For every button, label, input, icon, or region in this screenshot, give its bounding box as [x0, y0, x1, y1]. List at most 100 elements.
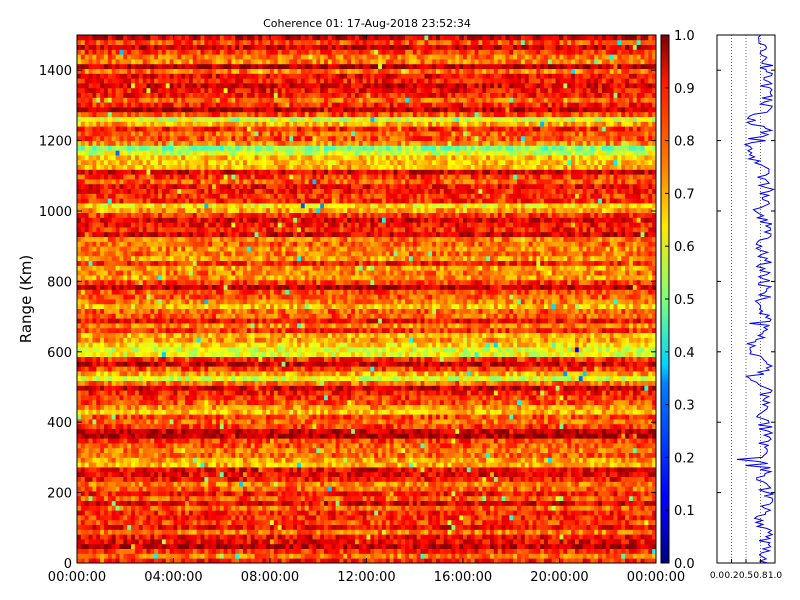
heatmap-cell — [161, 414, 167, 420]
heatmap-cell — [590, 481, 595, 487]
heatmap-cell — [366, 500, 371, 506]
heatmap-cell — [540, 467, 545, 473]
heatmap-cell — [447, 548, 452, 554]
heatmap-cell — [200, 500, 205, 506]
heatmap-cell — [150, 428, 155, 434]
heatmap-cell — [177, 399, 182, 405]
heatmap-cell — [277, 423, 282, 429]
heatmap-cell — [490, 457, 495, 463]
heatmap-cell — [648, 500, 653, 506]
heatmap-cell — [208, 462, 213, 468]
heatmap-cell — [185, 486, 190, 492]
heatmap-cell — [192, 500, 198, 506]
heatmap-cell — [598, 505, 603, 511]
heatmap-cell — [111, 486, 116, 492]
heatmap-cell — [239, 419, 244, 425]
heatmap-cell — [397, 500, 402, 506]
heatmap-cell — [628, 433, 634, 439]
heatmap-cell — [316, 495, 321, 501]
heatmap-cell — [158, 524, 163, 530]
heatmap-cell — [567, 423, 572, 429]
heatmap-cell — [432, 419, 437, 425]
heatmap-cell — [146, 519, 151, 525]
heatmap-cell — [586, 404, 591, 410]
heatmap-cell — [601, 481, 607, 487]
heatmap-cell — [242, 515, 248, 521]
heatmap-cell — [270, 534, 275, 540]
heatmap-cell — [196, 539, 201, 545]
heatmap-cell — [528, 495, 533, 501]
heatmap-cell — [250, 505, 255, 511]
heatmap-cell — [119, 433, 124, 439]
heatmap-cell — [158, 515, 163, 521]
heatmap-cell — [285, 462, 290, 468]
heatmap-cell — [466, 510, 472, 516]
heatmap-cell — [293, 414, 298, 420]
heatmap-cell — [648, 419, 653, 425]
heatmap-cell — [154, 529, 159, 535]
heatmap-cell — [532, 529, 537, 535]
heatmap-cell — [250, 491, 255, 497]
heatmap-cell — [374, 423, 379, 429]
heatmap-cell — [339, 539, 344, 545]
heatmap-cell — [412, 519, 418, 525]
heatmap-cell — [258, 438, 263, 444]
heatmap-cell — [590, 409, 595, 415]
heatmap-cell — [347, 491, 352, 497]
heatmap-cell — [405, 495, 410, 501]
heatmap-cell — [111, 438, 116, 444]
heatmap-cell — [578, 423, 584, 429]
heatmap-cell — [273, 548, 279, 554]
heatmap-cell — [486, 419, 491, 425]
heatmap-cell — [385, 414, 391, 420]
heatmap-cell — [578, 486, 584, 492]
heatmap-cell — [574, 510, 580, 516]
heatmap-cell — [536, 524, 541, 530]
heatmap-cell — [594, 553, 599, 559]
heatmap-cell — [339, 553, 344, 559]
heatmap-cell — [104, 529, 109, 535]
heatmap-cell — [416, 500, 421, 506]
heatmap-cell — [104, 543, 109, 549]
heatmap-cell — [242, 476, 248, 482]
heatmap-cell — [84, 467, 89, 473]
heatmap-cell — [297, 558, 302, 563]
heatmap-cell — [169, 558, 174, 563]
heatmap-cell — [451, 558, 456, 563]
heatmap-cell — [115, 423, 120, 429]
heatmap-cell — [335, 438, 340, 444]
heatmap-cell — [574, 457, 580, 463]
heatmap-cell — [320, 476, 325, 482]
heatmap-cell — [150, 539, 155, 545]
heatmap-cell — [273, 404, 279, 410]
heatmap-cell — [605, 529, 611, 535]
heatmap-cell — [250, 423, 255, 429]
heatmap-cell — [389, 524, 394, 530]
heatmap-cell — [219, 534, 225, 540]
heatmap-cell — [104, 476, 109, 482]
heatmap-cell — [131, 443, 136, 449]
heatmap-cell — [435, 548, 441, 554]
heatmap-cell — [420, 419, 425, 425]
heatmap-cell — [459, 534, 464, 540]
heatmap-cell — [586, 462, 591, 468]
heatmap-cell — [246, 452, 252, 458]
heatmap-cell — [107, 409, 113, 415]
heatmap-cell — [594, 524, 599, 530]
heatmap-cell — [513, 510, 518, 516]
heatmap-cell — [497, 414, 502, 420]
heatmap-cell — [605, 495, 611, 501]
heatmap-cell — [92, 457, 97, 463]
heatmap-cell — [420, 452, 425, 458]
heatmap-cell — [640, 447, 645, 453]
heatmap-cell — [285, 505, 290, 511]
heatmap-cell — [312, 558, 317, 563]
heatmap-cell — [470, 409, 475, 415]
heatmap-cell — [80, 491, 86, 497]
heatmap-cell — [540, 404, 545, 410]
heatmap-cell — [470, 419, 475, 425]
heatmap-cell — [547, 486, 553, 492]
heatmap-cell — [246, 481, 252, 487]
heatmap-cell — [594, 476, 599, 482]
heatmap-cell — [609, 548, 614, 554]
